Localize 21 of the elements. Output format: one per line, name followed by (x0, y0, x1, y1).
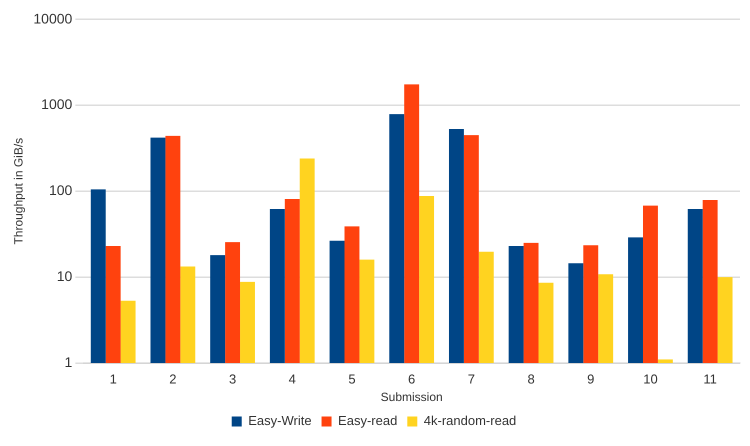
y-tick-label: 10000 (33, 10, 73, 26)
x-tick-label: 6 (408, 371, 416, 386)
x-tick-label: 4 (288, 371, 296, 386)
x-tick-label: 10 (643, 371, 658, 386)
legend-label: Easy-read (338, 413, 398, 428)
x-tick-label: 11 (703, 371, 717, 386)
y-axis-title: Throughput in GiB/s (12, 138, 26, 245)
x-tick-label: 8 (527, 371, 535, 386)
x-tick-label: 5 (348, 371, 356, 386)
x-tick-label: 9 (587, 371, 594, 386)
x-tick-label: 2 (169, 371, 176, 386)
legend-label: Easy-Write (248, 413, 312, 428)
y-tick-label: 100 (48, 182, 73, 198)
x-tick-label: 1 (110, 371, 117, 386)
legend-label: 4k-random-read (424, 413, 516, 428)
x-tick-label: 7 (468, 371, 475, 386)
x-axis-title: Submission (380, 390, 443, 404)
y-tick-label: 10 (56, 268, 73, 284)
y-tick-label: 1 (64, 354, 73, 370)
y-tick-label: 1000 (41, 96, 73, 112)
x-tick-label: 3 (228, 371, 236, 386)
